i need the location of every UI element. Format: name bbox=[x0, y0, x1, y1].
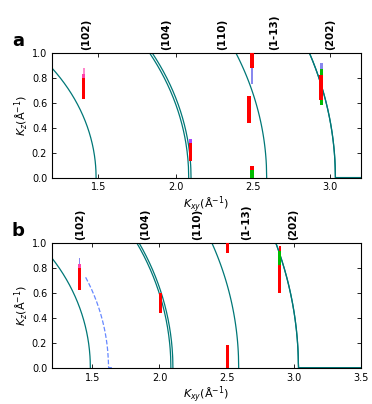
Bar bbox=[247, 96, 251, 122]
Bar bbox=[279, 246, 281, 251]
Text: b: b bbox=[12, 222, 25, 240]
Bar bbox=[250, 170, 254, 178]
Bar bbox=[82, 74, 85, 78]
Text: (102): (102) bbox=[75, 209, 85, 240]
Bar bbox=[320, 75, 324, 100]
Y-axis label: $\mathit{K}_z(\mathregular{\AA}^{-1})$: $\mathit{K}_z(\mathregular{\AA}^{-1})$ bbox=[12, 95, 31, 135]
X-axis label: $\mathit{K}_{xy}(\mathregular{\AA}^{-1})$: $\mathit{K}_{xy}(\mathregular{\AA}^{-1})… bbox=[183, 194, 230, 215]
Text: (110): (110) bbox=[192, 209, 202, 240]
Bar bbox=[250, 166, 254, 170]
Bar bbox=[278, 251, 281, 259]
Bar bbox=[189, 143, 192, 161]
Bar bbox=[250, 53, 254, 67]
Bar bbox=[320, 63, 323, 69]
Bar bbox=[83, 67, 85, 74]
Bar bbox=[227, 345, 230, 368]
Bar bbox=[82, 78, 86, 99]
Bar bbox=[278, 259, 281, 265]
Y-axis label: $\mathit{K}_z(\mathregular{\AA}^{-1})$: $\mathit{K}_z(\mathregular{\AA}^{-1})$ bbox=[12, 285, 31, 326]
Bar bbox=[278, 265, 281, 292]
Text: (104): (104) bbox=[161, 19, 171, 50]
Bar bbox=[227, 242, 230, 252]
Bar bbox=[320, 100, 323, 105]
Bar bbox=[79, 258, 80, 264]
Text: (1-13): (1-13) bbox=[269, 15, 279, 50]
Bar bbox=[320, 69, 323, 75]
Bar bbox=[189, 139, 192, 143]
Bar bbox=[78, 267, 81, 290]
Text: a: a bbox=[12, 32, 24, 50]
Text: (102): (102) bbox=[81, 19, 91, 50]
Bar bbox=[78, 264, 81, 267]
Text: (202): (202) bbox=[288, 209, 298, 240]
X-axis label: $\mathit{K}_{xy}(\mathregular{\AA}^{-1})$: $\mathit{K}_{xy}(\mathregular{\AA}^{-1})… bbox=[183, 384, 230, 404]
Text: (202): (202) bbox=[325, 19, 335, 50]
Text: (1-13): (1-13) bbox=[241, 204, 251, 240]
Text: (104): (104) bbox=[140, 209, 150, 240]
Bar bbox=[251, 67, 253, 84]
Bar bbox=[159, 292, 162, 313]
Text: (110): (110) bbox=[217, 19, 227, 50]
